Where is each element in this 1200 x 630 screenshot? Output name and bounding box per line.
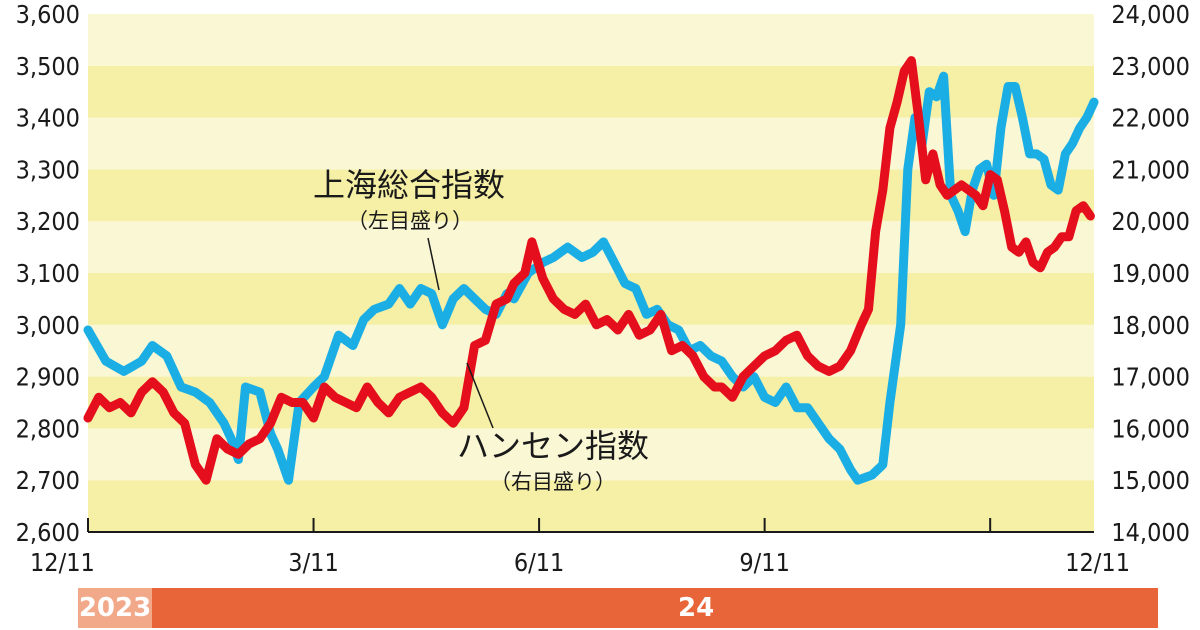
right-y-tick-label: 23,000 — [1111, 52, 1190, 81]
left-y-tick-label: 2,700 — [16, 466, 80, 495]
left-y-tick-label: 3,100 — [16, 259, 80, 288]
hangseng-leader-line — [466, 362, 494, 429]
x-axis: 12/11 3/11 6/11 9/11 12/11 — [30, 518, 1130, 577]
x-tick-label: 12/11 — [30, 548, 95, 577]
background-band — [88, 221, 1094, 273]
left-y-axis-ticks: 2,600 2,700 2,800 2,900 3,000 3,100 3,200 3,300… — [16, 0, 80, 547]
left-y-tick-label: 2,900 — [16, 363, 80, 392]
right-y-tick-label: 15,000 — [1111, 466, 1190, 495]
x-tick-label: 6/11 — [514, 548, 565, 577]
background-band — [88, 14, 1094, 66]
x-tick-label: 12/11 — [1065, 548, 1130, 577]
left-y-tick-label: 2,600 — [16, 518, 80, 547]
left-y-tick-label: 3,500 — [16, 52, 80, 81]
background-band — [88, 324, 1094, 377]
right-y-tick-label: 19,000 — [1111, 259, 1190, 288]
shanghai-annotation-title: 上海総合指数 — [313, 166, 505, 204]
year-bar: 2023 24 — [78, 588, 1158, 628]
series-lines — [83, 56, 1099, 485]
right-y-tick-label: 16,000 — [1111, 414, 1190, 443]
shanghai-annotation-sub: （左目盛り） — [347, 209, 473, 233]
left-y-tick-label: 3,400 — [16, 104, 80, 133]
hangseng-annotation-sub: （右目盛り） — [490, 470, 616, 494]
background-band — [88, 480, 1094, 532]
right-y-tick-label: 18,000 — [1111, 311, 1190, 340]
right-y-tick-label: 14,000 — [1111, 518, 1190, 547]
right-y-axis-ticks: 14,000 15,000 16,000 17,000 18,000 19,000 20,0… — [1111, 0, 1190, 547]
series-annotations: 上海総合指数 （左目盛り） ハンセン指数 （右目盛り） — [313, 166, 649, 494]
shanghai-leader-line — [427, 237, 440, 291]
left-y-tick-label: 3,000 — [16, 311, 80, 340]
hang-seng-line — [83, 56, 1095, 485]
background-band — [88, 376, 1094, 429]
right-y-tick-label: 20,000 — [1111, 207, 1190, 236]
left-y-tick-label: 3,300 — [16, 155, 80, 184]
left-y-tick-label: 3,600 — [16, 0, 80, 29]
hangseng-annotation-title: ハンセン指数 — [457, 427, 649, 465]
right-y-tick-label: 21,000 — [1111, 155, 1190, 184]
x-tick-label: 9/11 — [739, 548, 790, 577]
x-tick-label: 3/11 — [288, 548, 339, 577]
line-chart: 12/11 3/11 6/11 9/11 12/11 2,6002,7002,8002,… — [16, 0, 1190, 577]
year-label-2023: 2023 — [78, 588, 152, 628]
right-y-tick-label: 17,000 — [1111, 363, 1190, 392]
year-label-24: 24 — [678, 593, 715, 623]
left-y-tick-label: 2,800 — [16, 414, 80, 443]
left-y-tick-label: 3,200 — [16, 207, 80, 236]
right-y-tick-label: 24,000 — [1111, 0, 1190, 29]
right-y-tick-label: 22,000 — [1111, 104, 1190, 133]
